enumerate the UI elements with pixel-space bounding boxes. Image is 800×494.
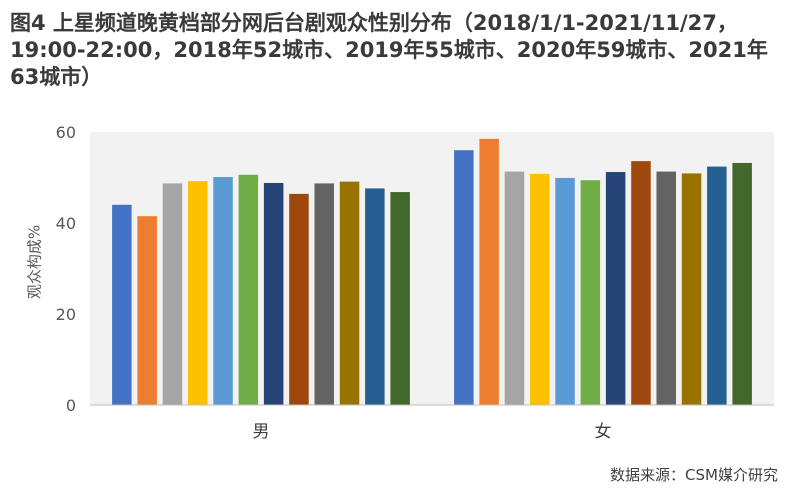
bar <box>365 188 385 405</box>
bar <box>112 204 132 405</box>
x-category-label: 女 <box>595 422 612 442</box>
bar <box>530 173 550 405</box>
y-tick-label: 40 <box>56 214 76 233</box>
bar <box>238 174 259 405</box>
bar <box>213 177 233 405</box>
category-labels: 男女 <box>253 422 612 442</box>
bar <box>454 150 474 405</box>
bar <box>707 166 727 405</box>
bar <box>339 181 360 405</box>
bar <box>631 161 651 405</box>
bar <box>314 183 334 405</box>
bar <box>580 180 601 405</box>
y-tick-label: 60 <box>56 123 76 142</box>
bar <box>289 193 309 405</box>
bar <box>555 177 575 405</box>
y-tick-label: 0 <box>66 396 76 415</box>
bar <box>479 138 499 405</box>
chart-title: 图4 上星频道晚黄档部分网后台剧观众性别分布（2018/1/1-2021/11/… <box>10 11 768 89</box>
bar <box>605 172 626 405</box>
bar <box>390 192 410 405</box>
y-axis-ticks: 0 20 40 60 <box>56 123 76 415</box>
y-tick-label: 20 <box>56 305 76 324</box>
bar <box>681 173 702 405</box>
bar <box>732 162 752 405</box>
bar <box>188 181 208 405</box>
source-note: 数据来源：CSM媒介研究 <box>610 466 778 484</box>
bar <box>137 216 157 405</box>
bar-series <box>112 138 752 405</box>
bar <box>504 171 525 405</box>
bar <box>162 183 183 405</box>
bar <box>263 182 284 405</box>
x-category-label: 男 <box>253 422 270 442</box>
bar <box>656 171 676 405</box>
